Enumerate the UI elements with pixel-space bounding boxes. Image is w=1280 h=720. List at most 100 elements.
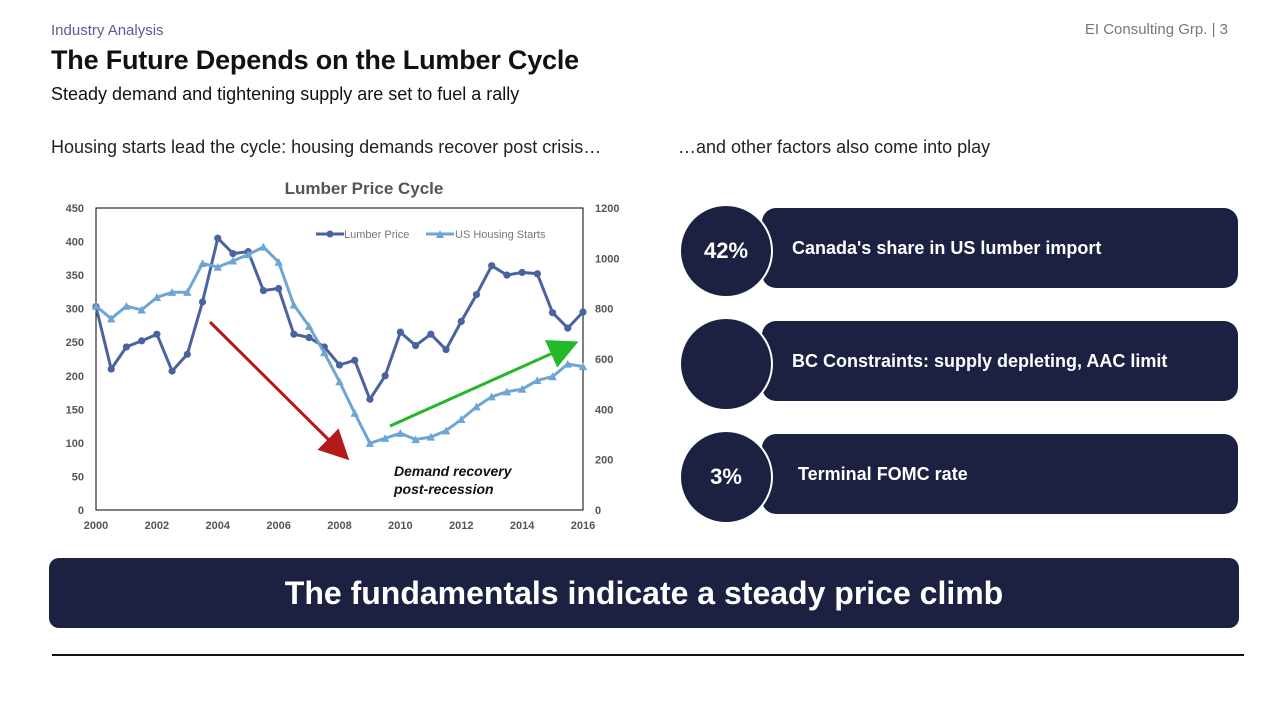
us-housing-starts-point <box>487 392 496 401</box>
lumber-price-point <box>229 250 237 258</box>
us-housing-starts-point <box>122 301 131 310</box>
factor-badge-3: 3% <box>679 430 773 524</box>
legend-lumber-price: Lumber Price <box>344 229 409 241</box>
us-housing-starts-point <box>137 305 146 314</box>
us-housing-starts-point <box>426 432 436 441</box>
lumber-price-point <box>396 328 404 336</box>
us-housing-starts-point <box>548 372 557 381</box>
left-tick-label: 100 <box>66 438 84 450</box>
lumber-price-point <box>427 330 435 338</box>
left-axis-ticks: 0 50 100 150 200 250 300 350 400 450 <box>66 203 84 517</box>
lumber-price-point <box>366 395 374 403</box>
factor-card-canada-share: Canada's share in US lumber import <box>762 208 1238 288</box>
right-tick-label: 200 <box>595 455 613 467</box>
lumber-price-point <box>411 341 420 350</box>
lumber-price-line <box>94 236 585 401</box>
chart-title: Lumber Price Cycle <box>285 179 444 198</box>
lumber-price-point <box>305 333 313 342</box>
us-housing-starts-point <box>183 288 192 296</box>
conclusion-banner: The fundamentals indicate a steady price… <box>49 558 1239 628</box>
lumber-price-point <box>564 324 572 332</box>
x-tick-label: 2016 <box>571 520 595 532</box>
lumber-price-point <box>533 270 541 278</box>
us-housing-starts-point <box>335 377 344 386</box>
lumber-price-point <box>275 284 283 293</box>
us-housing-starts-point <box>198 259 207 267</box>
right-tick-label: 800 <box>595 304 613 316</box>
lumber-price-point <box>107 365 115 373</box>
us-housing-starts-point <box>107 314 116 323</box>
factor-label: BC Constraints: supply depleting, AAC li… <box>792 351 1168 371</box>
factor-card-bc-constraints: BC Constraints: supply depleting, AAC li… <box>762 321 1238 401</box>
lumber-price-point <box>351 356 359 364</box>
bottom-divider <box>52 654 1244 656</box>
us-housing-starts-point <box>411 435 420 444</box>
right-tick-label: 1200 <box>595 203 619 215</box>
lumber-price-point <box>503 271 511 279</box>
us-housing-starts-point <box>167 288 177 296</box>
lumber-price-point <box>290 330 298 338</box>
lumber-price-point <box>214 234 222 242</box>
lumber-price-point <box>518 268 526 277</box>
x-tick-label: 2002 <box>145 520 169 532</box>
us-housing-starts-point <box>578 362 588 371</box>
right-tick-label: 1000 <box>595 253 619 265</box>
right-tick-label: 600 <box>595 354 613 366</box>
us-housing-starts-point <box>441 426 451 435</box>
us-housing-starts-point <box>274 257 283 266</box>
us-housing-starts-point <box>91 301 101 310</box>
us-housing-starts-point <box>380 434 390 442</box>
left-tick-label: 350 <box>66 270 84 282</box>
firm-page-number: EI Consulting Grp. | 3 <box>1084 21 1228 38</box>
lumber-price-point <box>198 298 207 306</box>
annotation-line-2: post-recession <box>393 481 494 497</box>
factor-label: Terminal FOMC rate <box>798 464 968 484</box>
x-tick-label: 2004 <box>206 520 231 532</box>
lumber-price-point <box>548 309 557 317</box>
left-tick-label: 250 <box>66 337 84 349</box>
us-housing-starts-point <box>243 250 253 259</box>
lumber-price-point <box>168 367 176 375</box>
right-tick-label: 400 <box>595 404 613 416</box>
us-housing-starts-point <box>517 385 527 393</box>
us-housing-starts-point <box>396 429 405 437</box>
us-housing-starts-point <box>304 322 314 330</box>
lumber-price-point <box>122 343 131 351</box>
lumber-price-point <box>442 346 450 354</box>
lumber-price-point <box>259 286 268 295</box>
plot-area <box>95 207 584 511</box>
x-tick-label: 2010 <box>388 520 412 532</box>
legend-us-housing-starts: US Housing Starts <box>455 229 546 241</box>
page-title: The Future Depends on the Lumber Cycle <box>51 45 579 75</box>
right-axis-ticks: 0 200 400 600 800 1000 1200 <box>595 203 619 517</box>
chart-legend: Lumber Price US Housing Starts <box>316 229 546 241</box>
page-subtitle: Steady demand and tightening supply are … <box>51 84 520 104</box>
factor-card-fomc-rate: Terminal FOMC rate <box>762 434 1238 514</box>
us-housing-starts-point <box>350 408 359 417</box>
factor-label: Canada's share in US lumber import <box>792 238 1102 258</box>
left-tick-label: 450 <box>66 203 84 215</box>
factor-badge-42: 42% <box>679 204 773 298</box>
section-label: Industry Analysis <box>51 22 164 39</box>
left-heading: Housing starts lead the cycle: housing d… <box>51 137 602 157</box>
series-layer <box>91 234 588 447</box>
lumber-price-point <box>472 290 481 299</box>
left-tick-label: 150 <box>66 404 84 416</box>
x-tick-label: 2006 <box>266 520 290 532</box>
x-axis-ticks: 2000 2002 2004 2006 2008 2010 2012 2014 2016 <box>84 520 595 532</box>
lumber-price-cycle-chart: Lumber Price Cycle 0 50 100 150 200 250 300 350… <box>66 179 620 532</box>
lumber-price-point <box>183 350 191 358</box>
x-tick-label: 2000 <box>84 520 108 532</box>
lumber-price-point <box>138 337 146 345</box>
lumber-price-point <box>457 317 465 326</box>
us-housing-starts-point <box>259 242 268 251</box>
uptrend-arrow <box>389 340 579 428</box>
left-tick-label: 50 <box>72 471 84 483</box>
us-housing-starts-point <box>320 348 329 357</box>
right-heading: …and other factors also come into play <box>678 137 991 157</box>
us-housing-starts-point <box>152 293 162 301</box>
left-tick-label: 200 <box>66 371 84 383</box>
x-tick-label: 2012 <box>449 520 473 532</box>
us-housing-starts-point <box>228 256 238 265</box>
factor-badge-empty <box>679 317 773 411</box>
